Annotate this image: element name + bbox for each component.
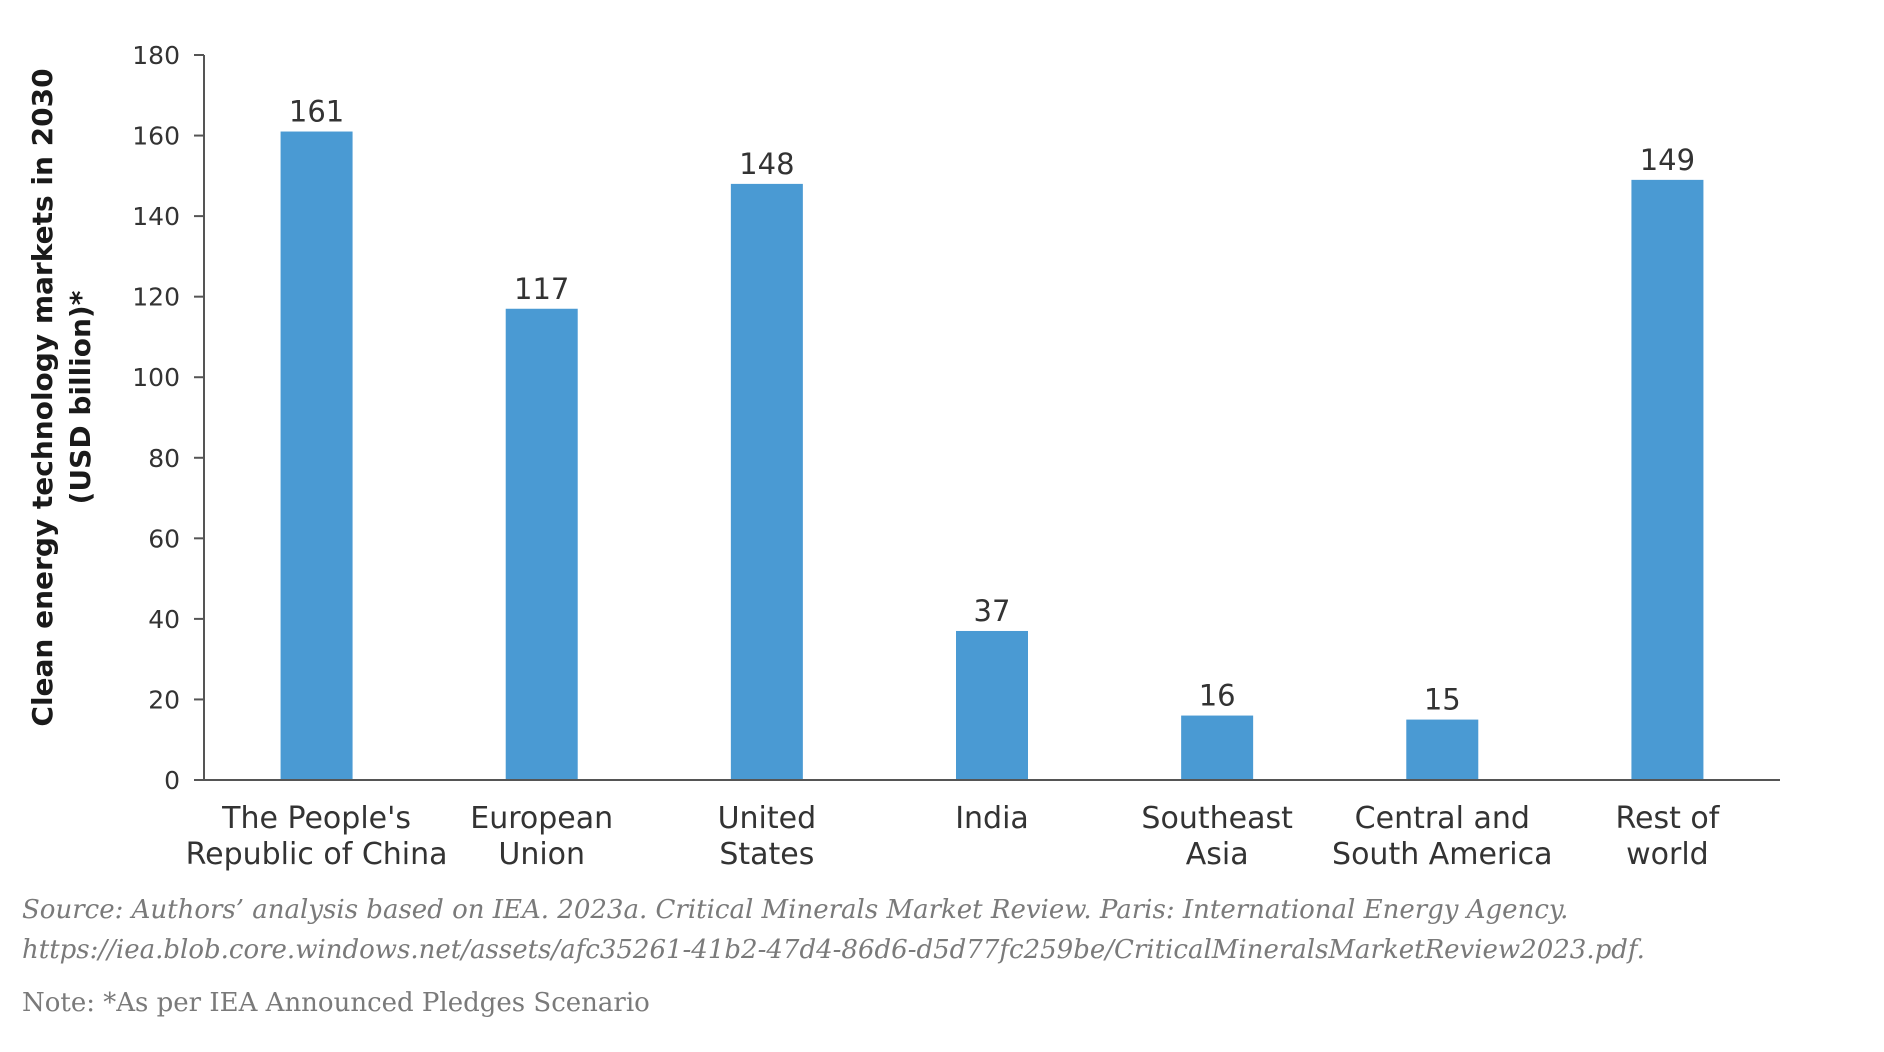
x-tick-label: India (955, 801, 1029, 836)
y-tick-label: 180 (132, 41, 180, 70)
bar (956, 630, 1028, 780)
x-tick-label-line: Asia (1186, 837, 1249, 872)
axes (203, 55, 1780, 781)
x-tick-label-line: India (955, 801, 1029, 836)
x-tick-label-line: States (719, 837, 814, 872)
data-label: 117 (514, 272, 569, 306)
x-tick-label: United States (718, 801, 817, 872)
footnote: Note: *As per IEA Announced Pledges Scen… (22, 988, 650, 1018)
x-tick-label: Southeast Asia (1141, 801, 1293, 872)
y-tick-label: 60 (148, 524, 180, 553)
data-label: 16 (1199, 679, 1236, 713)
y-axis: 0 20 40 60 80 100 120 140 160 180 (132, 41, 204, 795)
source-note: Source: Authors’ analysis based on IEA. … (22, 895, 1645, 965)
x-tick-label-line: United (718, 801, 817, 836)
data-label: 37 (974, 594, 1011, 628)
y-tick-label: 20 (148, 685, 180, 714)
x-tick-label: Rest of world (1616, 801, 1721, 872)
y-tick-label: 100 (132, 363, 180, 392)
x-tick-label-line: Rest of (1616, 801, 1721, 836)
x-tick-label-line: European (470, 801, 613, 836)
bar (505, 308, 578, 780)
x-tick-label: European Union (470, 801, 613, 872)
x-tick-label-line: South America (1332, 837, 1552, 872)
y-axis-label: Clean energy technology markets in 2030(… (26, 68, 97, 726)
y-tick-label: 160 (132, 122, 180, 151)
data-label: 149 (1640, 143, 1695, 177)
x-tick-label-line: The People's (221, 801, 411, 836)
y-tick-label: 80 (148, 444, 180, 473)
y-tick-label: 140 (132, 202, 180, 231)
bar (280, 131, 353, 780)
data-label: 161 (289, 95, 344, 129)
bar (1181, 715, 1254, 780)
x-tick-label-line: Southeast (1141, 801, 1293, 836)
y-tick-label: 0 (164, 766, 180, 795)
x-tick-label-line: world (1626, 837, 1709, 872)
bar (1631, 179, 1704, 781)
y-tick-label: 40 (148, 605, 180, 634)
x-tick-label-line: Republic of China (186, 837, 448, 872)
x-tick-label: Central and South America (1332, 801, 1552, 872)
x-tick-label-line: Union (498, 837, 585, 872)
x-tick-label: The People's Republic of China (186, 801, 448, 872)
data-labels: 161 117 148 37 16 15 149 (289, 95, 1695, 717)
bar (1406, 719, 1479, 780)
bar-chart: Clean energy technology markets in 2030(… (26, 41, 1780, 872)
bar (730, 183, 803, 780)
y-axis-label-line: (USD billion)* (64, 290, 97, 504)
y-axis-title: Clean energy technology markets in 2030(… (26, 68, 97, 726)
bars (280, 131, 1704, 781)
y-axis-label-line: Clean energy technology markets in 2030 (26, 68, 59, 726)
y-tick-label: 120 (132, 283, 180, 312)
x-tick-label-line: Central and (1355, 801, 1530, 836)
data-label: 148 (739, 147, 794, 181)
data-label: 15 (1424, 683, 1461, 717)
